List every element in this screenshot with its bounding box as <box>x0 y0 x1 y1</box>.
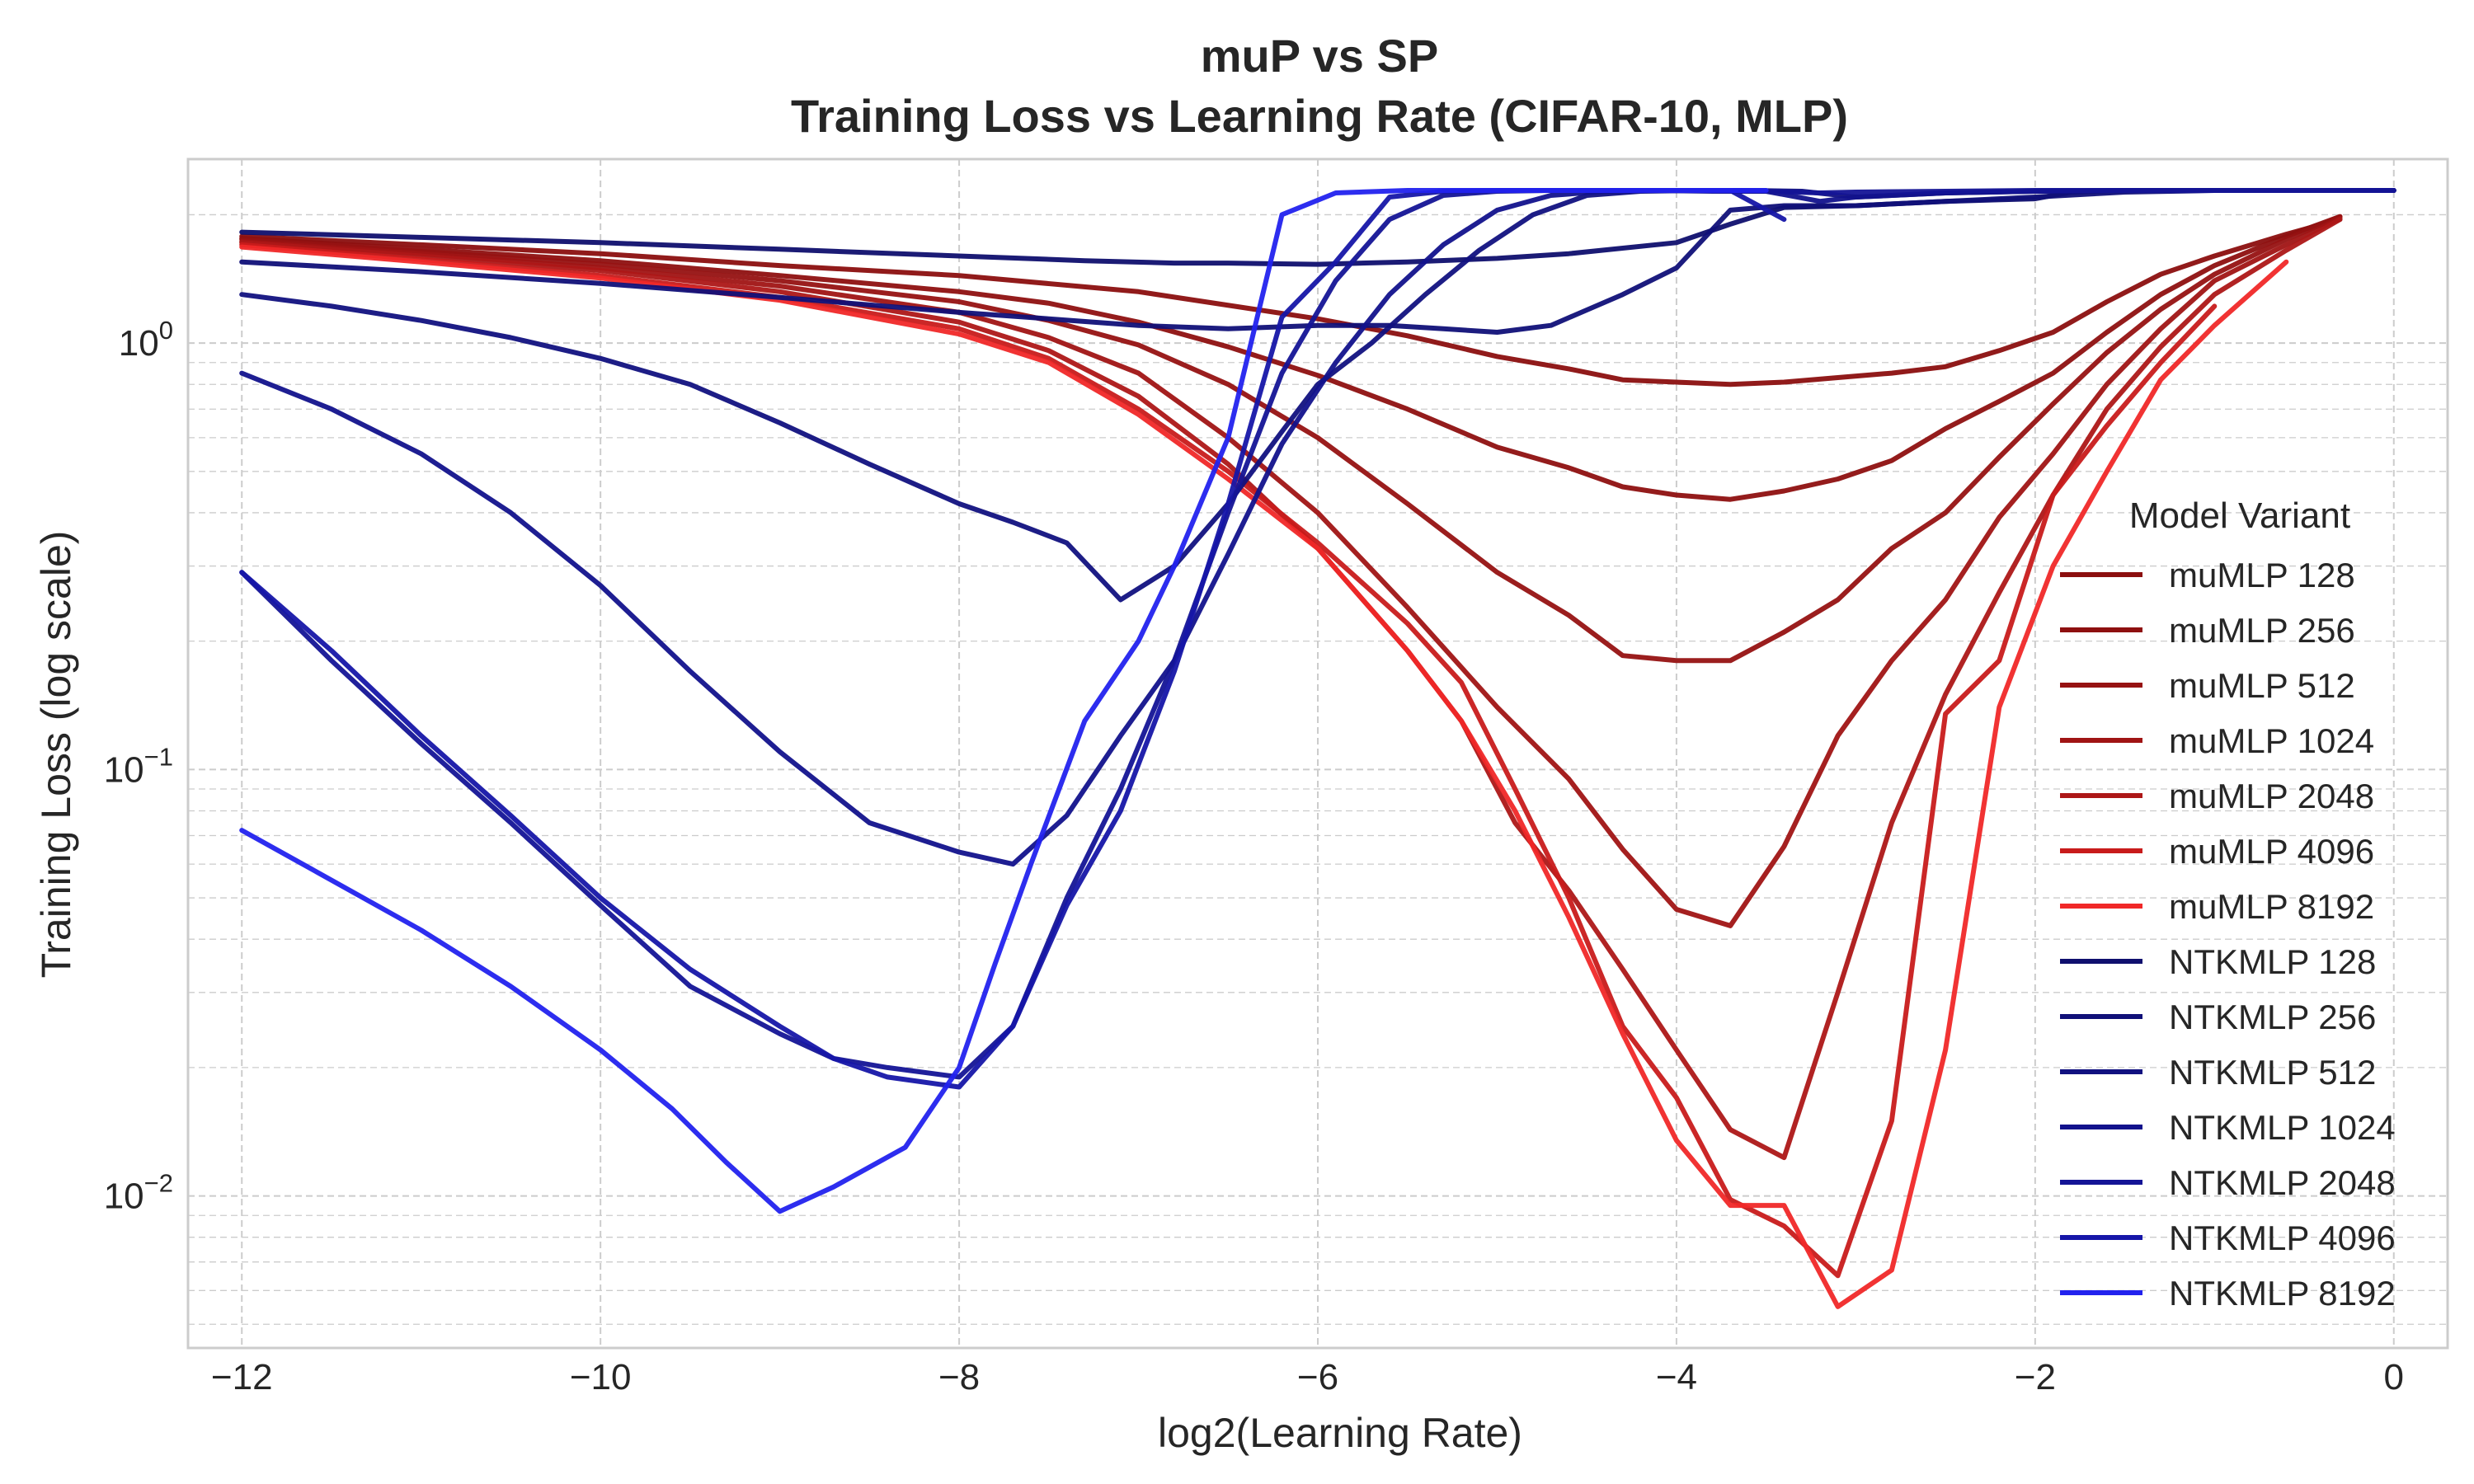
chart-title: muP vs SP <box>1201 30 1438 82</box>
series-line <box>239 244 2289 1309</box>
chart-subtitle: Training Loss vs Learning Rate (CIFAR-10… <box>791 90 1848 142</box>
plot-frame <box>186 157 2449 1350</box>
series-line <box>239 188 1769 1214</box>
x-tick-label: −2 <box>2015 1357 2056 1397</box>
x-tick-label: −4 <box>1656 1357 1697 1397</box>
series-line <box>239 214 2343 502</box>
series-lines <box>239 188 2396 1309</box>
legend-label: muMLP 1024 <box>2169 721 2374 760</box>
x-tick-label: −8 <box>938 1357 980 1397</box>
legend-label: NTKMLP 8192 <box>2169 1274 2396 1313</box>
legend-title: Model Variant <box>2129 495 2350 536</box>
legend-label: muMLP 256 <box>2169 611 2355 650</box>
legend-label: muMLP 2048 <box>2169 777 2374 815</box>
series-line <box>239 188 2396 867</box>
legend-label: NTKMLP 4096 <box>2169 1219 2396 1257</box>
legend-label: muMLP 4096 <box>2169 832 2374 871</box>
legend-label: muMLP 8192 <box>2169 887 2374 926</box>
x-tick-labels: −12 −10 −8 −6 −4 −2 0 <box>211 1357 2404 1397</box>
x-tick-label: 0 <box>2384 1357 2404 1397</box>
legend-label: NTKMLP 512 <box>2169 1053 2376 1092</box>
y-axis-label: Training Loss (log scale) <box>33 531 79 979</box>
series-line <box>239 188 2396 1080</box>
series-line <box>239 217 2343 1161</box>
x-tick-label: −6 <box>1297 1357 1338 1397</box>
series-line <box>239 216 2343 928</box>
series-line <box>239 214 2343 664</box>
x-axis-label: log2(Learning Rate) <box>1158 1410 1522 1456</box>
legend-label: NTKMLP 2048 <box>2169 1163 2396 1202</box>
y-tick-labels: 10−2 10−1 100 <box>104 316 173 1216</box>
legend-label: NTKMLP 1024 <box>2169 1108 2396 1147</box>
y-tick-label: 10−1 <box>104 742 173 790</box>
series-line <box>239 188 2396 335</box>
x-tick-label: −12 <box>211 1357 273 1397</box>
legend: Model Variant muMLP 128 muMLP 256 muMLP 51… <box>2060 495 2396 1313</box>
legend-label: NTKMLP 256 <box>2169 998 2376 1036</box>
series-line <box>239 217 2343 387</box>
legend-label: muMLP 128 <box>2169 556 2355 594</box>
y-tick-label: 10−2 <box>104 1169 173 1217</box>
legend-label: NTKMLP 128 <box>2169 942 2376 981</box>
x-tick-label: −10 <box>570 1357 632 1397</box>
y-tick-label: 100 <box>119 316 173 364</box>
grid <box>188 159 2448 1348</box>
legend-label: muMLP 512 <box>2169 666 2355 705</box>
series-line <box>239 242 2218 1279</box>
